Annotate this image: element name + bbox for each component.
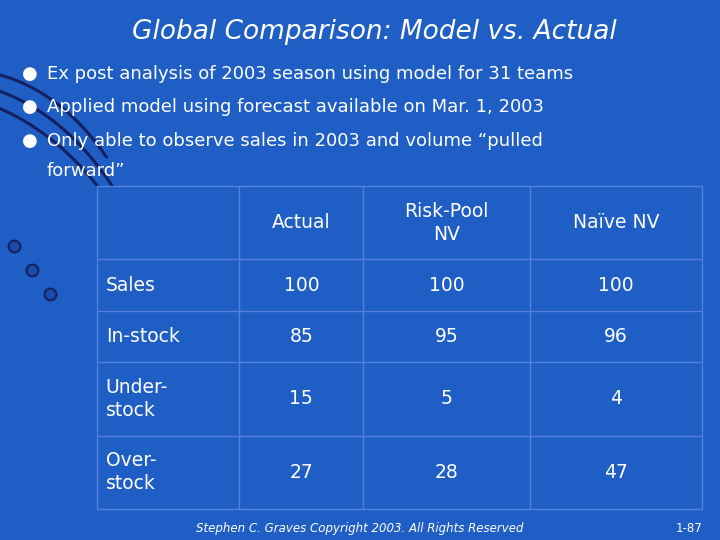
Text: Naïve NV: Naïve NV [572, 213, 659, 232]
Text: 27: 27 [289, 463, 313, 482]
Text: Sales: Sales [106, 276, 156, 295]
Text: Risk-Pool
NV: Risk-Pool NV [405, 201, 489, 244]
Text: Applied model using forecast available on Mar. 1, 2003: Applied model using forecast available o… [47, 98, 544, 116]
Text: Global Comparison: Model vs. Actual: Global Comparison: Model vs. Actual [132, 19, 617, 45]
Text: Ex post analysis of 2003 season using model for 31 teams: Ex post analysis of 2003 season using mo… [47, 65, 573, 83]
Text: 1-87: 1-87 [675, 522, 702, 535]
Text: 100: 100 [598, 276, 634, 295]
Bar [97, 186, 702, 509]
Text: 15: 15 [289, 389, 313, 408]
Text: Stephen C. Graves Copyright 2003. All Rights Reserved: Stephen C. Graves Copyright 2003. All Ri… [197, 522, 523, 535]
Text: ●: ● [22, 132, 37, 150]
Text: 100: 100 [284, 276, 319, 295]
Text: 96: 96 [604, 327, 628, 346]
Text: 28: 28 [435, 463, 459, 482]
Text: 4: 4 [610, 389, 622, 408]
Text: ●: ● [22, 98, 37, 116]
Text: 100: 100 [428, 276, 464, 295]
Text: 47: 47 [604, 463, 628, 482]
Text: Only able to observe sales in 2003 and volume “pulled: Only able to observe sales in 2003 and v… [47, 132, 543, 150]
Text: 5: 5 [441, 389, 452, 408]
Text: ●: ● [22, 65, 37, 83]
Text: Actual: Actual [272, 213, 330, 232]
Text: Over-
stock: Over- stock [106, 451, 156, 494]
Text: In-stock: In-stock [106, 327, 180, 346]
Text: Under-
stock: Under- stock [106, 377, 168, 420]
Text: 95: 95 [435, 327, 459, 346]
Text: forward”: forward” [47, 162, 125, 180]
Text: 85: 85 [289, 327, 313, 346]
